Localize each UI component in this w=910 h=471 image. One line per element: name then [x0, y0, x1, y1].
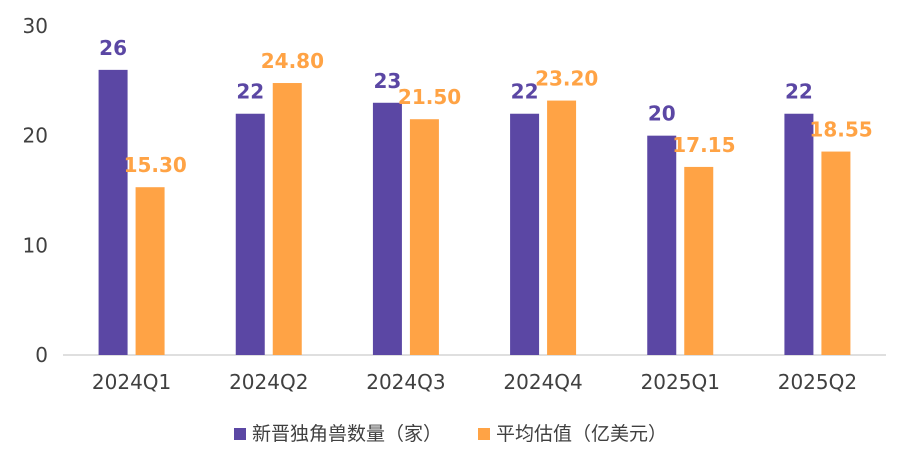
- data-label-series-2: 21.50: [398, 85, 461, 109]
- data-label-series-1: 22: [511, 80, 539, 104]
- bar-series-1-2024Q3: [372, 102, 402, 356]
- data-label-series-2: 15.30: [124, 153, 187, 177]
- y-tick-label: 0: [35, 343, 48, 367]
- data-label-series-1: 23: [373, 69, 401, 93]
- legend-swatch-series-2: [478, 428, 490, 440]
- data-label-series-2: 18.55: [809, 118, 872, 142]
- y-tick-label: 10: [23, 233, 48, 257]
- legend-label-series-2: 平均估值（亿美元）: [496, 423, 667, 445]
- bar-series-1-2024Q4: [510, 113, 540, 355]
- bar-series-1-2024Q1: [98, 69, 128, 355]
- bar-series-1-2024Q2: [235, 113, 265, 355]
- legend-swatch-series-1: [234, 428, 246, 440]
- data-label-series-1: 22: [236, 80, 264, 104]
- data-label-series-2: 17.15: [672, 133, 735, 157]
- y-axis-ticks: 0 10 20 30: [23, 14, 48, 367]
- bar-series-1-2025Q1: [647, 135, 677, 355]
- bar-series-2-2025Q2: [821, 151, 851, 355]
- data-label-series-1: 20: [648, 102, 676, 126]
- bar-series-2-2024Q2: [272, 83, 302, 355]
- data-label-series-2: 24.80: [261, 49, 324, 73]
- bar-series-2-2024Q3: [409, 119, 439, 355]
- bar-series-2-2024Q4: [547, 100, 577, 355]
- legend: 新晋独角兽数量（家） 平均估值（亿美元）: [234, 423, 667, 445]
- x-axis-ticks: 2024Q1 2024Q2 2024Q3 2024Q4 2025Q1 2025Q2: [92, 370, 857, 394]
- x-tick-label: 2024Q4: [503, 370, 582, 394]
- bar-series-2-2024Q1: [135, 187, 165, 355]
- bar-series-1-2025Q2: [784, 113, 814, 355]
- x-tick-label: 2024Q1: [92, 370, 171, 394]
- bars-group: [98, 69, 851, 356]
- x-tick-label: 2025Q1: [641, 370, 720, 394]
- y-tick-label: 30: [23, 14, 48, 38]
- legend-label-series-1: 新晋独角兽数量（家）: [252, 423, 442, 445]
- data-label-series-2: 23.20: [535, 67, 598, 91]
- data-label-series-1: 22: [785, 80, 813, 104]
- x-tick-label: 2024Q3: [366, 370, 445, 394]
- y-tick-label: 20: [23, 124, 48, 148]
- data-label-series-1: 26: [99, 36, 127, 60]
- x-tick-label: 2025Q2: [778, 370, 857, 394]
- x-tick-label: 2024Q2: [229, 370, 308, 394]
- bar-series-2-2025Q1: [684, 166, 714, 355]
